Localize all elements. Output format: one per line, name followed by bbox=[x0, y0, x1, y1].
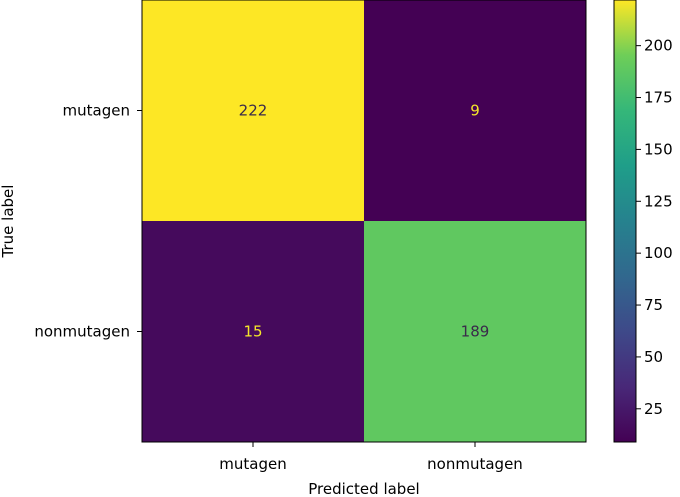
colorbar-tick-label: 200 bbox=[644, 37, 673, 55]
colorbar-tick-label: 150 bbox=[644, 140, 673, 158]
cell-value-label: 9 bbox=[470, 102, 480, 120]
colorbar-tick-label: 75 bbox=[644, 296, 663, 314]
colorbar bbox=[613, 0, 637, 443]
x-axis-ticks: mutagen nonmutagen bbox=[219, 442, 523, 473]
colorbar-tick-label: 125 bbox=[644, 192, 673, 210]
plot-frame bbox=[141, 0, 587, 443]
matrix-cells bbox=[142, 0, 587, 443]
colorbar-tick-label: 100 bbox=[644, 244, 673, 262]
colorbar-ticks: 25 50 75 100 125 150 175 200 bbox=[636, 37, 673, 418]
matrix-cell bbox=[142, 221, 365, 443]
y-tick-label: nonmutagen bbox=[34, 323, 130, 341]
matrix-cell bbox=[142, 0, 365, 222]
x-tick-label: nonmutagen bbox=[427, 455, 523, 473]
cell-value-label: 222 bbox=[239, 102, 268, 120]
y-tick-label: mutagen bbox=[63, 102, 130, 120]
y-axis-label: True label bbox=[0, 185, 17, 259]
cell-value-label: 15 bbox=[243, 323, 262, 341]
y-axis-ticks: mutagen nonmutagen bbox=[34, 102, 142, 341]
matrix-cell-labels: 222 9 15 189 bbox=[239, 102, 490, 341]
colorbar-tick-label: 175 bbox=[644, 89, 673, 107]
colorbar-tick-label: 50 bbox=[644, 348, 663, 366]
matrix-cell bbox=[364, 0, 587, 222]
x-axis-label: Predicted label bbox=[308, 480, 419, 497]
colorbar-tick-label: 25 bbox=[644, 400, 663, 418]
matrix-cell bbox=[364, 221, 587, 443]
cell-value-label: 189 bbox=[461, 323, 490, 341]
x-tick-label: mutagen bbox=[219, 455, 286, 473]
